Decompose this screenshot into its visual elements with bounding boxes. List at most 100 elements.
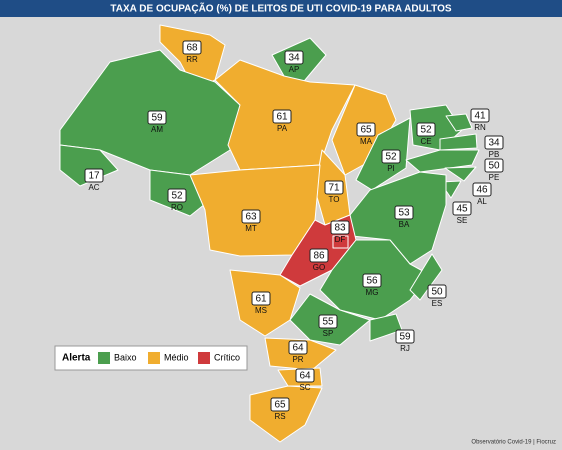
legend-title: Alerta: [62, 353, 91, 364]
state-region: [444, 166, 477, 182]
value-box: [241, 209, 261, 224]
state-abbr: RN: [474, 123, 486, 132]
state-value: 52: [171, 191, 183, 202]
state-value: 52: [420, 125, 432, 136]
legend-swatch: [98, 352, 110, 364]
value-box: [272, 109, 292, 124]
value-box: [288, 340, 308, 355]
state-value: 56: [366, 276, 378, 287]
state-value: 34: [488, 138, 500, 149]
state-abbr: PB: [489, 150, 500, 159]
state-value: 59: [399, 332, 411, 343]
state-value: 83: [334, 223, 346, 234]
state-value: 46: [476, 185, 488, 196]
title-bar: [0, 0, 562, 17]
value-box: [362, 273, 382, 288]
state-value: 61: [255, 294, 267, 305]
state-value: 55: [322, 317, 334, 328]
value-box: [270, 397, 290, 412]
state-region: [405, 149, 480, 173]
value-box: [470, 108, 490, 123]
title: TAXA DE OCUPAÇÃO (%) DE LEITOS DE UTI CO…: [110, 2, 451, 15]
value-box: [167, 188, 187, 203]
legend-label: Crítico: [214, 352, 240, 362]
state-abbr: RJ: [400, 344, 410, 353]
state-abbr: AM: [151, 125, 163, 134]
state-abbr: SE: [457, 216, 468, 225]
state-abbr: AL: [477, 197, 487, 206]
value-box: [395, 329, 415, 344]
value-box: [416, 122, 436, 137]
state-value: 50: [488, 161, 500, 172]
state-region: [332, 235, 349, 249]
state-abbr: MT: [245, 224, 257, 233]
state-abbr: MA: [360, 137, 373, 146]
state-value: 65: [360, 125, 372, 136]
value-box: [394, 205, 414, 220]
state-abbr: RR: [186, 55, 198, 64]
state-value: 53: [398, 208, 410, 219]
state-value: 64: [292, 343, 304, 354]
state-region: [439, 133, 478, 151]
value-box: [147, 110, 167, 125]
state-value: 17: [88, 171, 100, 182]
state-value: 52: [385, 152, 397, 163]
state-abbr: PA: [277, 124, 288, 133]
state-region: [445, 113, 473, 132]
state-abbr: RO: [171, 203, 183, 212]
state-abbr: AC: [88, 183, 99, 192]
value-box: [427, 284, 447, 299]
state-abbr: PR: [292, 355, 303, 364]
legend: Baixo Médio Crítico: [98, 352, 240, 364]
value-box: [182, 40, 202, 55]
state-abbr: BA: [399, 220, 410, 229]
state-abbr: MS: [255, 306, 267, 315]
value-box: [484, 135, 504, 150]
state-abbr: TO: [329, 195, 340, 204]
state-abbr: PI: [387, 164, 395, 173]
state-region: [409, 253, 443, 301]
state-abbr: AP: [289, 65, 300, 74]
state-value: 63: [245, 212, 257, 223]
value-box: [318, 314, 338, 329]
state-abbr: CE: [420, 137, 431, 146]
value-box: [295, 368, 315, 383]
state-abbr: GO: [313, 263, 325, 272]
value-box: [251, 291, 271, 306]
value-box: [356, 122, 376, 137]
state-value: 68: [186, 43, 198, 54]
state-abbr: DF: [335, 235, 346, 244]
state-abbr: SP: [323, 329, 334, 338]
state-value: 41: [474, 111, 486, 122]
legend-label: Médio: [164, 352, 189, 362]
value-box: [452, 201, 472, 216]
state-value: 86: [313, 251, 325, 262]
value-box: [309, 248, 329, 263]
value-box: [324, 180, 344, 195]
state-abbr: PE: [489, 173, 500, 182]
state-abbr: RS: [274, 412, 285, 421]
value-box: [484, 158, 504, 173]
state-abbr: ES: [432, 299, 443, 308]
state-abbr: MG: [366, 288, 379, 297]
state-region: [249, 385, 323, 443]
value-box: [330, 220, 350, 235]
state-value: 59: [151, 113, 163, 124]
state-value: 71: [328, 183, 340, 194]
value-box: [472, 182, 492, 197]
legend-swatch: [198, 352, 210, 364]
state-value: 61: [276, 112, 288, 123]
state-abbr: SC: [299, 383, 310, 392]
state-value: 45: [456, 204, 468, 215]
value-box: [284, 50, 304, 65]
value-box: [381, 149, 401, 164]
state-value: 64: [299, 371, 311, 382]
legend-swatch: [148, 352, 160, 364]
legend-label: Baixo: [114, 352, 137, 362]
state-value: 34: [288, 53, 300, 64]
value-box: [84, 168, 104, 183]
state-value: 50: [431, 287, 443, 298]
source: Observatório Covid-19 | Fiocruz: [471, 440, 556, 446]
